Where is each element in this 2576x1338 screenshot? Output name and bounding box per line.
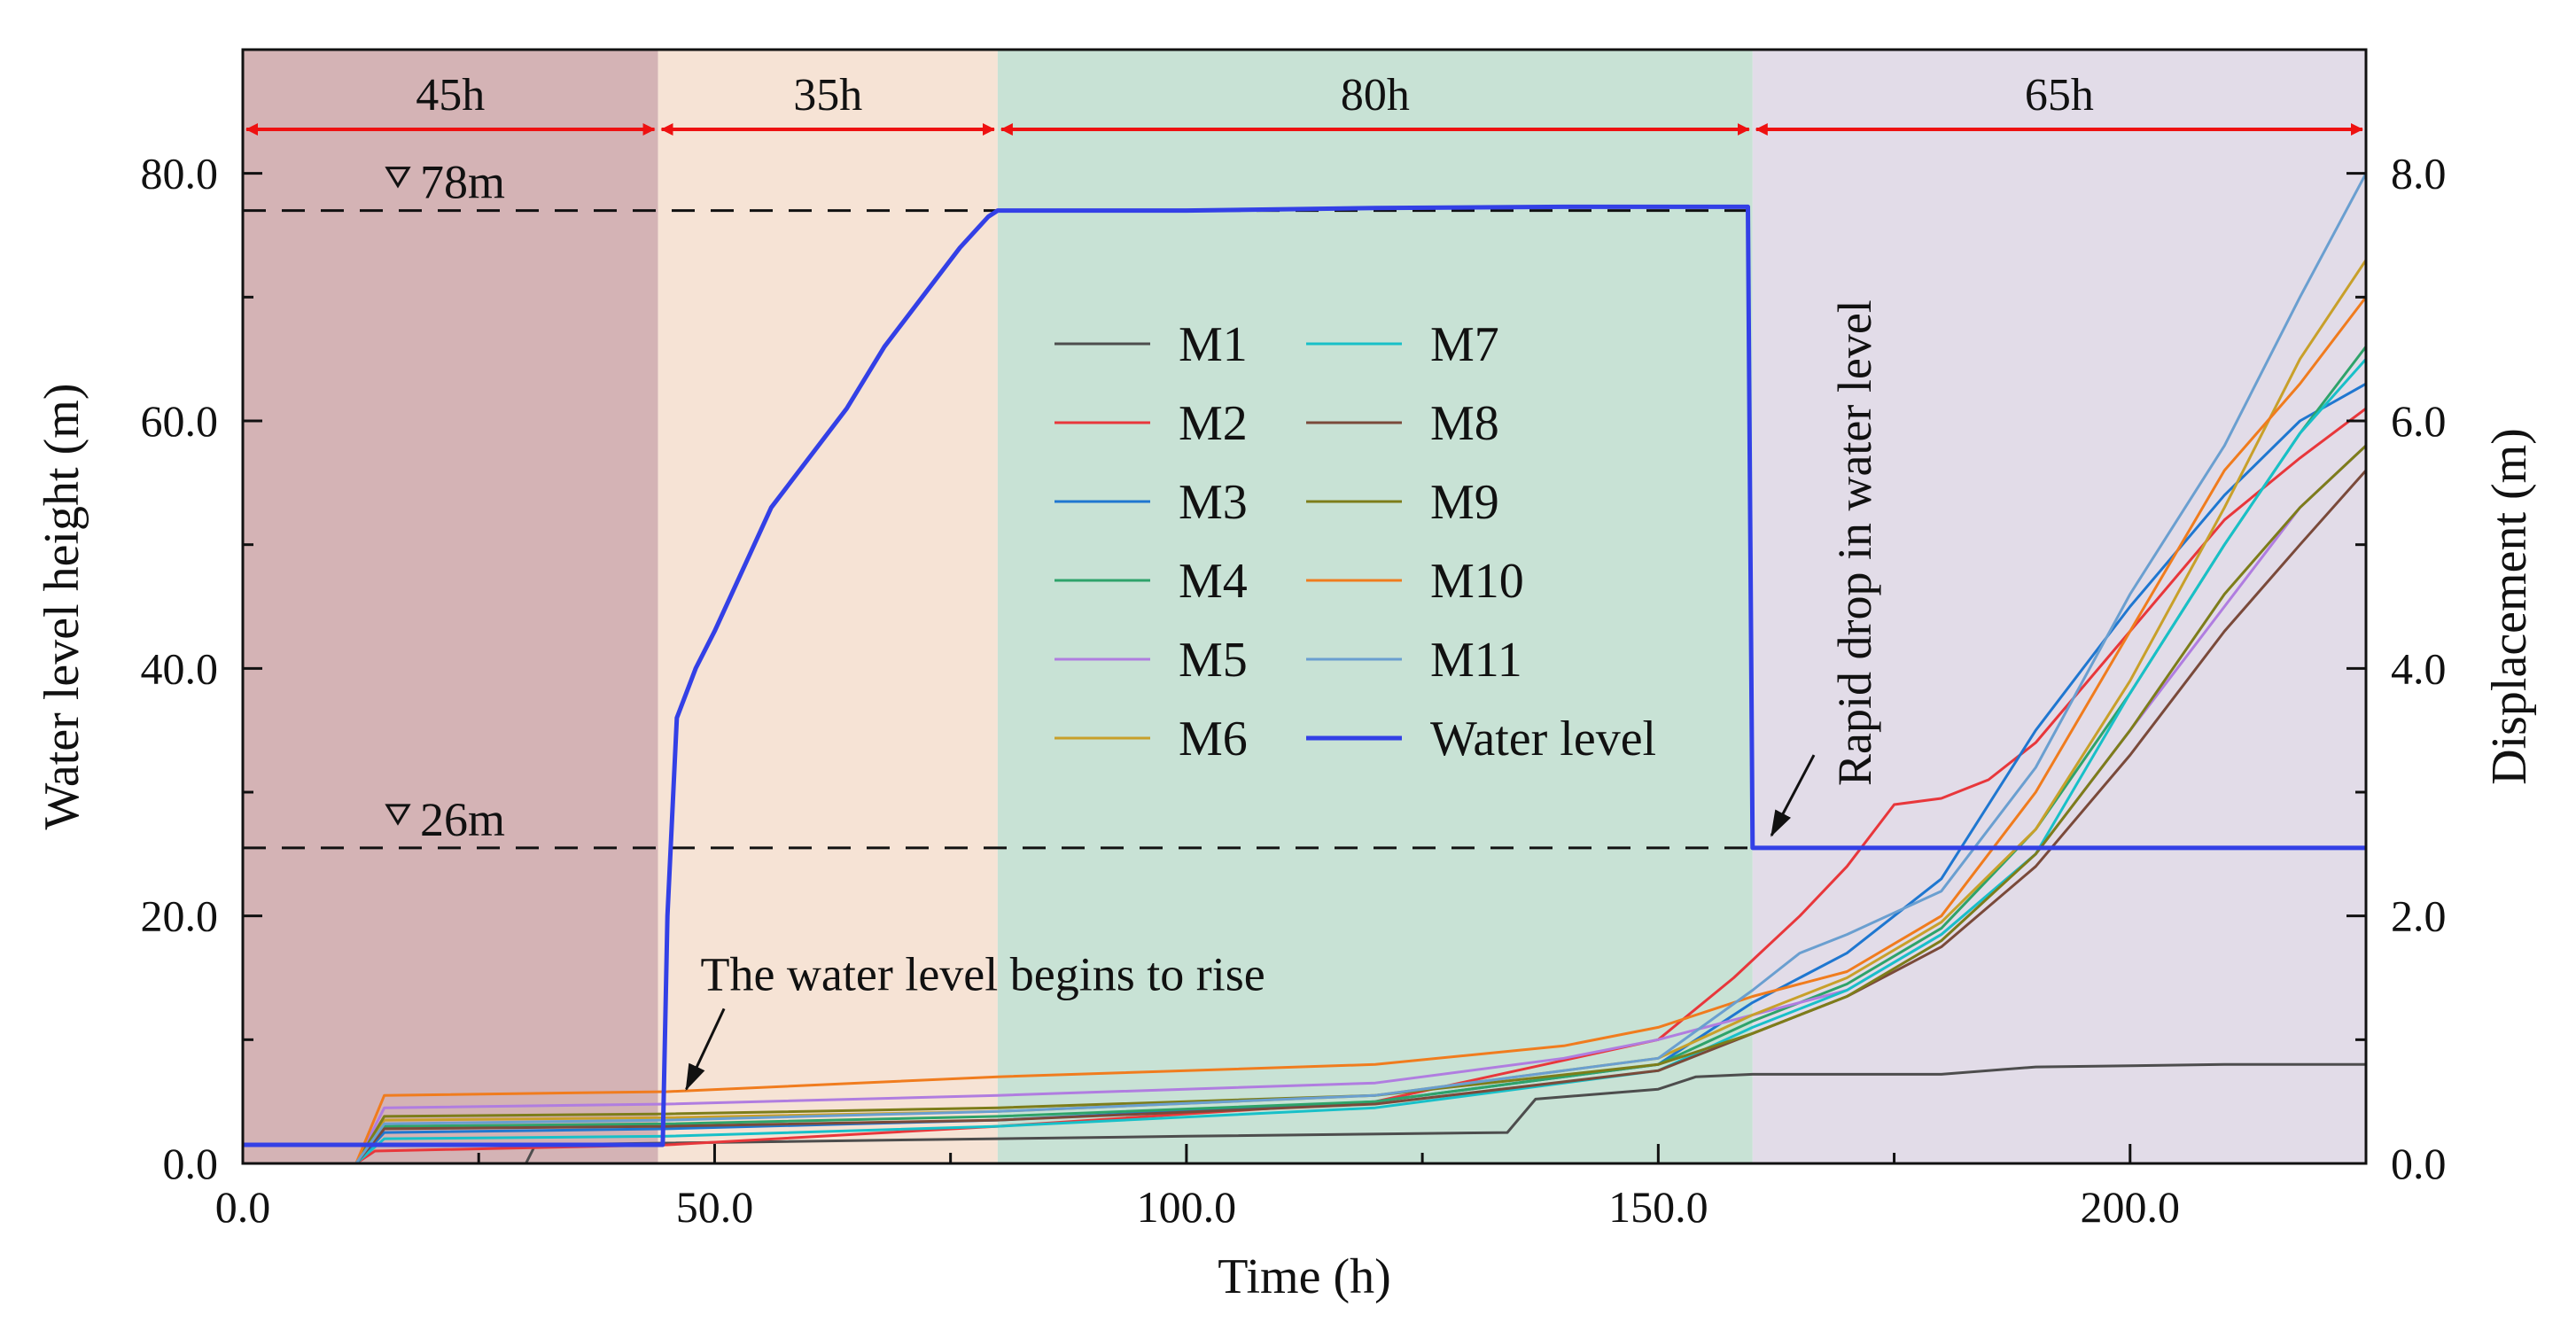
legend-item-m3: M3 bbox=[1055, 475, 1248, 530]
phase-label: 45h bbox=[416, 70, 485, 121]
legend-item-m8: M8 bbox=[1306, 396, 1499, 451]
y-right-tick-label: 6.0 bbox=[2391, 396, 2447, 446]
series-line-m9 bbox=[243, 444, 2368, 1165]
reference-label-text: 26m bbox=[420, 793, 505, 846]
series-line-m11 bbox=[243, 172, 2368, 1165]
legend-label: M1 bbox=[1179, 317, 1248, 372]
phase-band-4 bbox=[1752, 50, 2366, 1163]
series-line-m5 bbox=[243, 444, 2368, 1165]
series-line-m10 bbox=[243, 296, 2368, 1165]
y-left-axis-label: Water level height (m) bbox=[35, 384, 89, 830]
legend-label: M5 bbox=[1179, 633, 1248, 688]
legend-item-m5: M5 bbox=[1055, 633, 1248, 688]
series-line-m6 bbox=[243, 259, 2368, 1165]
legend-label: M2 bbox=[1179, 396, 1248, 451]
phase-label: 80h bbox=[1341, 70, 1410, 121]
reference-label-text: 78m bbox=[420, 156, 505, 209]
x-tick-label: 200.0 bbox=[2081, 1182, 2181, 1232]
y-left-tick-label: 40.0 bbox=[141, 643, 219, 693]
annotation-text-drop: Rapid drop in water level bbox=[1828, 299, 1881, 786]
y-left-tick-label: 20.0 bbox=[141, 891, 219, 941]
series-line-m7 bbox=[243, 358, 2368, 1165]
phase-band-1 bbox=[243, 50, 658, 1163]
legend-item-m6: M6 bbox=[1055, 712, 1248, 766]
legend-item-m7: M7 bbox=[1306, 317, 1499, 372]
phase-label: 65h bbox=[2025, 70, 2094, 121]
reference-label-78m: 78m bbox=[385, 156, 505, 209]
legend-label: M9 bbox=[1430, 475, 1499, 530]
annotation-drop: Rapid drop in water level bbox=[1770, 299, 1881, 837]
legend-label: Water level bbox=[1430, 712, 1656, 766]
legend-item-m9: M9 bbox=[1306, 475, 1499, 530]
legend-label: M4 bbox=[1179, 554, 1248, 609]
water-level-triangle-icon bbox=[385, 167, 411, 189]
x-tick-label: 100.0 bbox=[1137, 1182, 1237, 1232]
legend: M1 M2 M3 M4 M5 M6 M7 M8 M9 M10 M11 Water level bbox=[1055, 317, 1656, 766]
legend-label: M7 bbox=[1430, 317, 1499, 372]
y-left-tick-label: 60.0 bbox=[141, 396, 219, 446]
annotation-arrow bbox=[685, 1007, 726, 1092]
x-axis-label: Time (h) bbox=[1218, 1249, 1391, 1304]
x-tick-label: 0.0 bbox=[215, 1182, 271, 1232]
series-line-water-level bbox=[243, 204, 2366, 1147]
phase-band-2 bbox=[658, 50, 998, 1163]
y-left-tick-label: 0.0 bbox=[163, 1139, 219, 1188]
x-tick-label: 50.0 bbox=[676, 1182, 754, 1232]
x-axis-ticks: 0.0 50.0 100.0 150.0 200.0 bbox=[215, 1144, 2368, 1232]
legend-item-water-level: Water level bbox=[1306, 712, 1656, 766]
reference-label-26m: 26m bbox=[385, 793, 505, 846]
legend-label: M3 bbox=[1179, 475, 1248, 530]
phase-band-3 bbox=[997, 50, 1753, 1163]
annotation-arrow bbox=[1770, 754, 1816, 837]
phase-bands bbox=[243, 50, 2366, 1163]
legend-label: M6 bbox=[1179, 712, 1248, 766]
y-right-tick-label: 8.0 bbox=[2391, 149, 2447, 198]
legend-item-m10: M10 bbox=[1306, 554, 1524, 609]
y-right-axis-label: Displacement (m) bbox=[2482, 428, 2537, 785]
x-tick-label: 150.0 bbox=[1608, 1182, 1708, 1232]
legend-item-m2: M2 bbox=[1055, 396, 1248, 451]
y-left-tick-label: 80.0 bbox=[141, 149, 219, 198]
y-right-axis-ticks: 0.0 2.0 4.0 6.0 8.0 bbox=[2346, 48, 2447, 1188]
legend-item-m4: M4 bbox=[1055, 554, 1248, 609]
legend-label: M11 bbox=[1430, 633, 1522, 688]
y-left-axis-ticks: 0.0 20.0 40.0 60.0 80.0 bbox=[141, 48, 262, 1188]
series-group bbox=[243, 172, 2368, 1165]
annotation-rise: The water level begins to rise bbox=[685, 947, 1265, 1092]
legend-label: M10 bbox=[1430, 554, 1524, 609]
legend-item-m1: M1 bbox=[1055, 317, 1248, 372]
water-level-triangle-icon bbox=[385, 804, 411, 826]
y-right-tick-label: 4.0 bbox=[2391, 643, 2447, 693]
y-right-tick-label: 2.0 bbox=[2391, 891, 2447, 941]
plot-frame bbox=[241, 48, 2368, 1165]
phase-duration-labels: 45h 35h 80h 65h bbox=[416, 70, 2094, 121]
annotation-text-rise: The water level begins to rise bbox=[700, 947, 1265, 1000]
legend-label: M8 bbox=[1430, 396, 1499, 451]
legend-item-m11: M11 bbox=[1306, 633, 1522, 688]
series-line-m3 bbox=[243, 382, 2367, 1165]
phase-label: 35h bbox=[793, 70, 862, 121]
y-right-tick-label: 0.0 bbox=[2391, 1139, 2447, 1188]
